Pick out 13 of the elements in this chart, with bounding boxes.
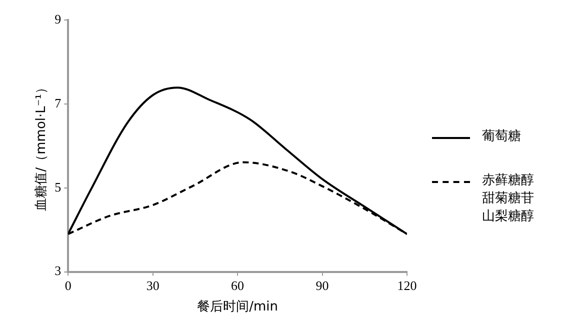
x-axis-title: 餐后时间/min: [197, 300, 278, 315]
legend-label: 葡萄糖: [482, 128, 522, 146]
x-tick-label: 0: [64, 278, 72, 294]
x-tick-label: 30: [146, 278, 160, 294]
y-axis-title: 血糖值/（mmol·L⁻¹）: [34, 81, 50, 211]
y-tick-label: 9: [54, 11, 62, 26]
x-tick-label: 120: [397, 278, 417, 294]
legend-label: 赤藓糖醇甜菊糖苷山梨糖醇: [482, 172, 535, 226]
y-tick-label: 3: [54, 263, 62, 278]
x-tick-label: 60: [231, 278, 244, 294]
y-tick-label: 7: [54, 95, 62, 110]
x-tick-label: 90: [316, 278, 329, 294]
y-tick-label: 5: [54, 179, 62, 194]
